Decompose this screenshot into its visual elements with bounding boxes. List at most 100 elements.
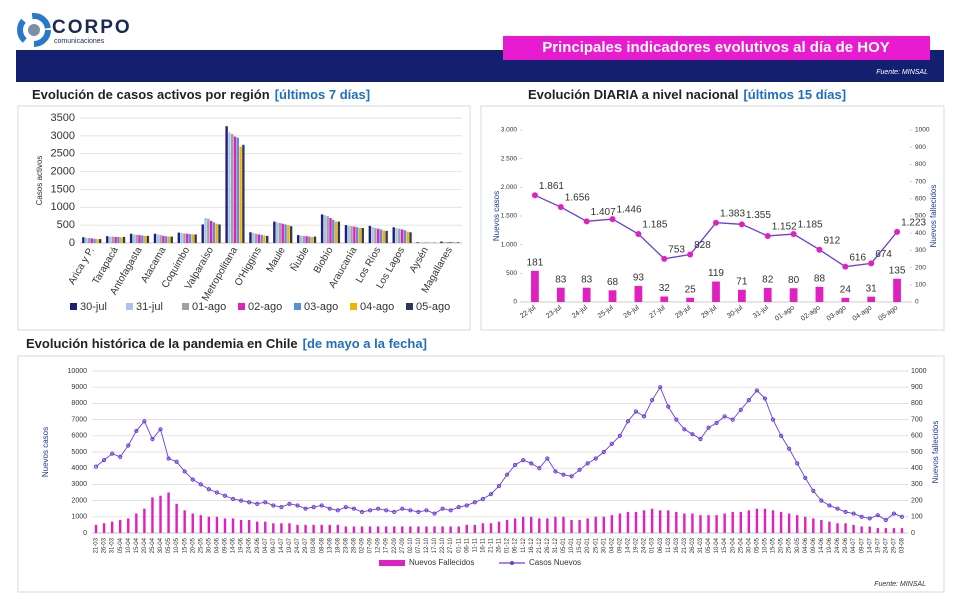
x-tick-label: 05-01 bbox=[561, 537, 567, 553]
marker bbox=[730, 417, 735, 422]
bar bbox=[247, 520, 251, 533]
bar bbox=[731, 511, 734, 533]
bar bbox=[368, 526, 372, 533]
x-tick-label: 17-09 bbox=[384, 537, 390, 553]
chart-frame bbox=[17, 355, 945, 593]
y2-tick-label: 300 bbox=[915, 247, 926, 254]
bar bbox=[228, 132, 231, 243]
marker bbox=[255, 501, 260, 506]
bar bbox=[177, 232, 181, 243]
x-tick-label: 29-06 bbox=[255, 537, 261, 553]
bar bbox=[403, 230, 407, 243]
bar bbox=[425, 526, 428, 533]
marker bbox=[432, 511, 437, 516]
legend-label: 30-jul bbox=[80, 301, 107, 313]
title-main: Evolución histórica de la pandemia en Ch… bbox=[26, 336, 298, 351]
x-tick-label: 19-07 bbox=[875, 537, 881, 553]
legend-label: 03-ago bbox=[304, 301, 338, 313]
y2-tick-label: 600 bbox=[915, 196, 926, 203]
x-tick-label: 24-02 bbox=[642, 537, 648, 553]
x-tick-label: 15-05 bbox=[771, 537, 777, 553]
x-tick-label: 20-05 bbox=[779, 537, 785, 553]
x-tick-label: 22-09 bbox=[392, 537, 398, 553]
bar bbox=[787, 513, 791, 533]
title-sub: [últimos 7 días] bbox=[275, 87, 370, 102]
marker bbox=[110, 451, 115, 456]
x-tick-label: 15-05 bbox=[182, 537, 188, 553]
bar bbox=[156, 234, 159, 243]
bar bbox=[451, 242, 454, 243]
bar bbox=[204, 218, 207, 243]
x-tick-label: 16-03 bbox=[674, 537, 680, 553]
chart-title: Evolución de casos activos por región [úl… bbox=[32, 87, 370, 102]
y2-tick-label: 300 bbox=[911, 481, 923, 488]
marker bbox=[764, 232, 771, 239]
marker bbox=[842, 263, 849, 270]
bar bbox=[305, 236, 308, 243]
x-tick-label: 29-07 bbox=[891, 537, 897, 553]
bar bbox=[296, 524, 299, 533]
bar bbox=[707, 515, 710, 533]
x-tick-label: 04-02 bbox=[609, 537, 615, 553]
bar bbox=[288, 523, 291, 533]
bar bbox=[249, 232, 252, 243]
x-tick-label: 06-11 bbox=[464, 537, 470, 553]
x-tick-label: 25-05 bbox=[198, 537, 204, 553]
bar bbox=[836, 523, 839, 533]
marker bbox=[790, 231, 797, 238]
x-tick-label: 17-10 bbox=[432, 537, 438, 553]
x-tick-label: 03-08 bbox=[900, 537, 906, 553]
x-tick-label: 27-09 bbox=[400, 537, 406, 553]
data-label: 135 bbox=[889, 265, 906, 276]
marker bbox=[513, 462, 518, 468]
legend-swatch bbox=[70, 303, 77, 310]
bar bbox=[236, 137, 239, 243]
legend-label: Casos Nuevos bbox=[529, 558, 581, 567]
data-label: 32 bbox=[659, 283, 671, 294]
bar bbox=[860, 526, 863, 533]
y2-tick-label: 0 bbox=[911, 530, 915, 537]
y2-tick-label: 500 bbox=[915, 213, 926, 220]
bar bbox=[374, 228, 377, 243]
x-tick-label: 06-12 bbox=[513, 537, 519, 553]
marker bbox=[557, 204, 564, 211]
marker bbox=[795, 461, 800, 466]
marker bbox=[714, 420, 719, 425]
marker bbox=[713, 219, 719, 226]
bar bbox=[231, 518, 235, 533]
x-tick-label: 05-05 bbox=[754, 537, 760, 553]
marker bbox=[674, 417, 679, 422]
bar bbox=[304, 524, 307, 533]
data-label: 1.861 bbox=[539, 181, 564, 192]
bar bbox=[122, 236, 126, 243]
bar bbox=[347, 225, 350, 243]
marker bbox=[126, 443, 131, 448]
x-tick-label: 07-09 bbox=[368, 537, 374, 553]
legend-swatch bbox=[379, 560, 405, 566]
bar bbox=[336, 524, 340, 533]
marker bbox=[698, 436, 703, 442]
bar bbox=[594, 516, 597, 533]
bar bbox=[513, 518, 517, 533]
bar bbox=[239, 520, 243, 533]
legend-label: 01-ago bbox=[192, 301, 226, 313]
bar bbox=[87, 238, 91, 243]
x-tick-label: 04-07 bbox=[851, 537, 857, 553]
x-tick-label: 10-05 bbox=[763, 537, 769, 553]
y-tick-label: 8000 bbox=[71, 400, 87, 407]
y2-tick-label: 600 bbox=[911, 433, 923, 440]
bar bbox=[273, 221, 276, 243]
bar bbox=[353, 226, 356, 243]
bar bbox=[660, 296, 669, 302]
bar bbox=[135, 234, 138, 243]
x-tick-label: 11-11 bbox=[472, 537, 478, 552]
marker bbox=[311, 504, 316, 510]
bar bbox=[538, 518, 541, 533]
marker bbox=[392, 509, 397, 515]
y2-tick-label: 1000 bbox=[915, 127, 930, 134]
x-tick-label: 10-01 bbox=[569, 537, 575, 553]
marker bbox=[816, 246, 823, 253]
x-tick-label: 24-07 bbox=[295, 537, 301, 553]
title-box bbox=[503, 36, 930, 60]
x-tick-label: 09-02 bbox=[617, 537, 623, 553]
